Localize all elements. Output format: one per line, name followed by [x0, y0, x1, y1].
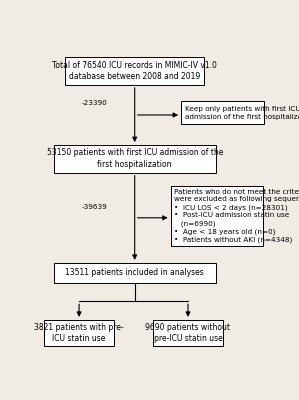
Text: Keep only patients with first ICU
admission of the first hospitalization: Keep only patients with first ICU admiss… — [184, 106, 299, 120]
Text: 53150 patients with first ICU admission of the
first hospitalization: 53150 patients with first ICU admission … — [47, 148, 223, 169]
FancyBboxPatch shape — [171, 186, 263, 246]
Text: 13511 patients included in analyses: 13511 patients included in analyses — [65, 268, 204, 277]
FancyBboxPatch shape — [54, 263, 216, 283]
Text: Patients who do not meet the criteria
were excluded as following sequence:
•  IC: Patients who do not meet the criteria we… — [174, 189, 299, 243]
Text: -39639: -39639 — [81, 204, 107, 210]
Text: Total of 76540 ICU records in MIMIC-IV v1.0
database between 2008 and 2019: Total of 76540 ICU records in MIMIC-IV v… — [52, 61, 217, 82]
FancyBboxPatch shape — [181, 101, 265, 124]
FancyBboxPatch shape — [54, 145, 216, 173]
FancyBboxPatch shape — [153, 320, 223, 346]
FancyBboxPatch shape — [65, 57, 204, 85]
FancyBboxPatch shape — [44, 320, 114, 346]
Text: -23390: -23390 — [81, 100, 107, 106]
Text: 9690 patients without
pre-ICU statin use: 9690 patients without pre-ICU statin use — [146, 322, 231, 343]
Text: 3821 patients with pre-
ICU statin use: 3821 patients with pre- ICU statin use — [34, 322, 124, 343]
